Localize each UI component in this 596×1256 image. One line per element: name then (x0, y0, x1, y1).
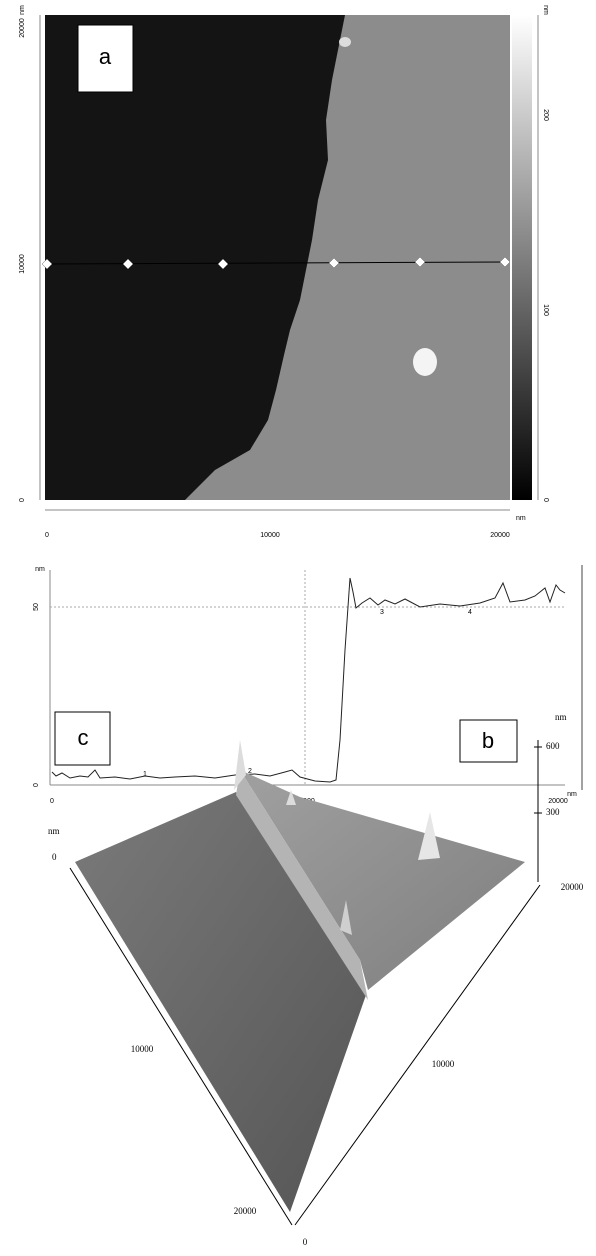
label-box (54, 711, 111, 766)
y-unit: nm (35, 566, 45, 573)
colorbar-tick-label: 0 (542, 498, 549, 502)
marker-label: 4 (468, 609, 472, 616)
colorbar (512, 15, 532, 500)
marker-label: 3 (380, 609, 384, 616)
lower-terrace (75, 792, 366, 1212)
colorbar-tick-label: 200 (542, 109, 549, 121)
panel-b: b nm 50 0 0 10000 20000 nm 1 2 3 4 (33, 565, 583, 805)
particle (339, 37, 351, 47)
marker-label: 2 (248, 768, 252, 775)
y-unit: nm (19, 5, 26, 15)
z-tick-label: 600 (546, 741, 560, 751)
x-tick-label: 20000 (490, 532, 510, 539)
particle (413, 348, 437, 376)
y-tick-label: 50 (33, 603, 40, 611)
y-tick-label: 0 (33, 783, 40, 787)
x-tick-label: 20000 (548, 798, 568, 805)
panel-label: c (78, 725, 89, 750)
colorbar-tick-label: 100 (542, 304, 549, 316)
y-tick-label: 20000 (19, 18, 26, 38)
x-unit: nm (516, 515, 526, 522)
left-zero: 0 (52, 852, 57, 862)
x-unit: nm (567, 791, 577, 798)
panel-c: c nm 600 300 nm 0 10000 20000 0 10000 20… (48, 711, 584, 1247)
y-tick-label: 0 (19, 498, 26, 502)
y-tick-label: 20000 (561, 882, 584, 892)
label-box (77, 24, 134, 93)
y-tick-label: 0 (303, 1237, 308, 1247)
y-tick-label: 10000 (432, 1059, 455, 1069)
x-tick-label: 20000 (234, 1206, 257, 1216)
left-unit: nm (48, 826, 60, 836)
x-tick-label: 10000 (260, 532, 280, 539)
panel-label: a (99, 44, 112, 69)
y-tick-label: 10000 (19, 254, 26, 274)
profile-markers (41, 256, 511, 270)
panel-a: a nm 20000 10000 0 0 10000 20000 nm nm 2… (19, 5, 549, 539)
x-tick-label: 0 (45, 532, 49, 539)
height-profile (51, 577, 566, 783)
step-edge (236, 770, 368, 1000)
axis-line (294, 884, 541, 1226)
colorbar-unit: nm (542, 5, 549, 15)
peak (340, 900, 352, 935)
substrate-region (45, 15, 345, 500)
z-tick-label: 300 (546, 807, 560, 817)
x-tick-label: 10000 (131, 1044, 154, 1054)
marker-label: 1 (143, 771, 147, 778)
peak (286, 790, 296, 805)
x-tick-label: 0 (50, 798, 54, 805)
peak (418, 812, 440, 860)
axis-line (69, 867, 293, 1226)
upper-terrace (240, 770, 525, 990)
label-box (459, 719, 518, 763)
panel-label: b (482, 728, 494, 753)
z-unit: nm (555, 712, 567, 722)
peak (234, 740, 246, 790)
